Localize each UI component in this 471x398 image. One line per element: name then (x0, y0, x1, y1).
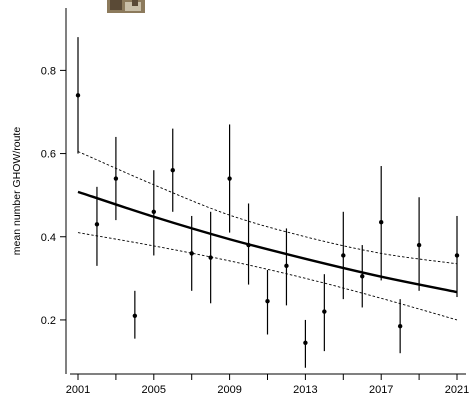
x-tick-label-2017: 2017 (369, 384, 393, 396)
owl-photo-icon (107, 0, 145, 13)
data-point-2013 (303, 340, 308, 346)
x-tick-label-2001: 2001 (66, 384, 90, 396)
data-point-2019 (416, 242, 422, 248)
data-point-2014 (322, 309, 327, 314)
y-tick-label-0: 0.2 (41, 315, 56, 327)
y-tick-label-2: 0.6 (41, 149, 56, 161)
data-point-2005 (151, 209, 156, 214)
data-point-2008 (208, 255, 213, 260)
data-point-2002 (94, 222, 100, 227)
lower-confidence-line (77, 232, 458, 321)
x-axis-ticks: 2001 2005 2009 2013 2017 2021 (66, 374, 469, 396)
data-point-2017 (379, 219, 384, 225)
data-point-2003 (113, 176, 119, 181)
trend-line (77, 190, 458, 294)
thumbnail-detail (132, 0, 138, 6)
data-point-2012 (284, 263, 289, 269)
data-point-2010 (246, 242, 251, 248)
data-point-2018 (397, 323, 403, 329)
x-tick-label-2009: 2009 (217, 384, 241, 396)
thumbnail-shade (110, 0, 122, 10)
data-point-2015 (341, 253, 346, 258)
data-point-2004 (132, 313, 138, 318)
y-tick-label-1: 0.4 (41, 232, 56, 244)
y-tick-label-3: 0.8 (41, 65, 56, 77)
x-tick-label-2005: 2005 (142, 384, 166, 396)
x-tick-label-2013: 2013 (293, 384, 317, 396)
data-point-2007 (189, 251, 194, 256)
x-tick-label-2021: 2021 (445, 384, 469, 396)
data-points (75, 93, 460, 346)
data-point-2016 (360, 274, 365, 279)
upper-confidence-line (77, 151, 458, 265)
data-point-2011 (265, 299, 270, 304)
data-point-2021 (454, 253, 460, 258)
data-point-2006 (170, 168, 175, 173)
data-point-2001 (75, 93, 81, 98)
confidence-bands (77, 151, 458, 321)
y-axis-ticks: 0.2 0.4 0.6 0.8 (41, 65, 66, 327)
data-point-2009 (227, 176, 232, 181)
error-bars (77, 37, 458, 368)
trend-line-group (77, 190, 458, 294)
thumbnail-highlight (125, 2, 141, 11)
y-axis-title: mean number GHOW/route (11, 127, 23, 256)
